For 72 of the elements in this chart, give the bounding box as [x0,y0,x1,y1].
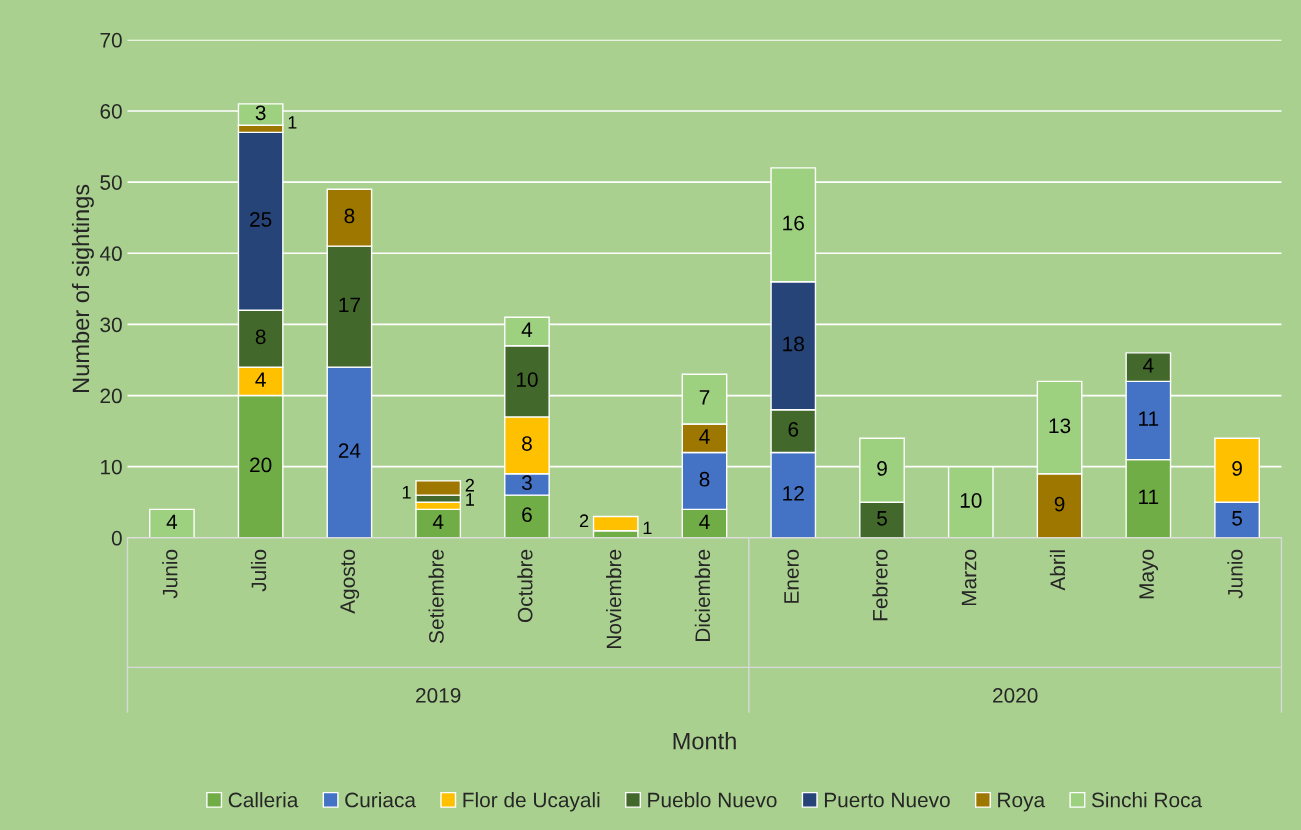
data-label: 12 [783,485,804,501]
data-label: 8 [699,471,710,487]
data-label: 4 [255,372,266,387]
y-tick-label: 30 [100,317,122,333]
data-label: 8 [522,436,532,451]
data-label: 9 [1054,496,1065,512]
data-label: 4 [699,429,710,444]
x-tick-label: Mayo [1139,549,1159,599]
x-tick-label: Marzo [961,549,977,606]
data-label: 2 [579,514,589,527]
legend-label: Flor de Ucayali [463,792,600,812]
legend-label: Calleria [228,792,299,808]
y-tick-label: 60 [100,103,122,119]
text: 2019 [416,688,461,703]
data-label: 4 [1143,358,1154,373]
data-label: 8 [255,329,266,345]
text: 2020 [993,688,1038,703]
data-label: 25 [250,212,272,227]
data-label: 6 [788,421,799,437]
x-tick-label: Febrero [872,549,888,621]
bar [148,508,195,538]
data-label: 18 [783,336,804,352]
data-label: 11 [1139,411,1159,426]
legend-label: Puerto Nuevo [824,792,950,808]
x-tick-label: Junio [1227,549,1243,599]
data-label: 5 [1232,511,1243,526]
data-label: 4 [166,514,178,529]
data-label: 13 [1049,418,1071,434]
x-tick-label: Enero [784,549,799,603]
x-tick-label: Setiembre [428,549,444,643]
data-label: 9 [877,461,887,476]
data-label: 9 [1232,461,1242,476]
y-axis-title: Number of sightings [71,184,94,392]
data-label: 5 [877,511,887,526]
legend-label: Roya [998,792,1046,812]
y-tick-label: 0 [111,530,122,546]
data-label: 24 [338,443,361,458]
legend-label: Pueblo Nuevo [648,792,777,808]
x-tick-label: Noviembre [606,549,622,648]
x-tick-label: Julio [250,549,267,592]
y-tick-label: 70 [100,32,122,48]
x-tick-label: Octubre [517,549,533,623]
x-tick-label: Abril [1049,550,1066,591]
y-tick-label: 50 [100,175,122,190]
legend-label: Sinchi Roca [1091,792,1203,808]
data-label: 10 [516,372,538,387]
data-label: 1 [643,521,652,535]
data-label: 7 [699,390,710,405]
data-label: 4 [521,322,533,337]
y-tick-label: 40 [99,246,122,262]
data-label: 3 [521,475,532,491]
data-label: 4 [432,514,444,529]
y-tick-label: 10 [101,459,122,475]
data-label: 6 [522,507,532,523]
data-label: 1 [466,493,474,506]
x-tick-label: Junio [162,549,178,599]
data-label: 17 [339,297,360,313]
legend-label: Curiaca [345,792,416,808]
data-label: 3 [255,105,266,121]
x-tick-label: Diciembre [694,549,711,642]
data-label: 1 [402,486,411,499]
data-label: 10 [960,493,982,508]
x-axis-title: Month [673,732,736,750]
data-label: 16 [783,215,804,231]
data-label: 8 [344,208,355,224]
data-label: 1 [288,116,297,129]
y-tick-label: 20 [100,388,122,404]
data-label: 2 [465,478,474,492]
data-label: 11 [1139,489,1159,505]
data-label: 20 [250,457,272,473]
data-label: 4 [699,514,710,529]
x-tick-label: Agosto [340,549,360,614]
